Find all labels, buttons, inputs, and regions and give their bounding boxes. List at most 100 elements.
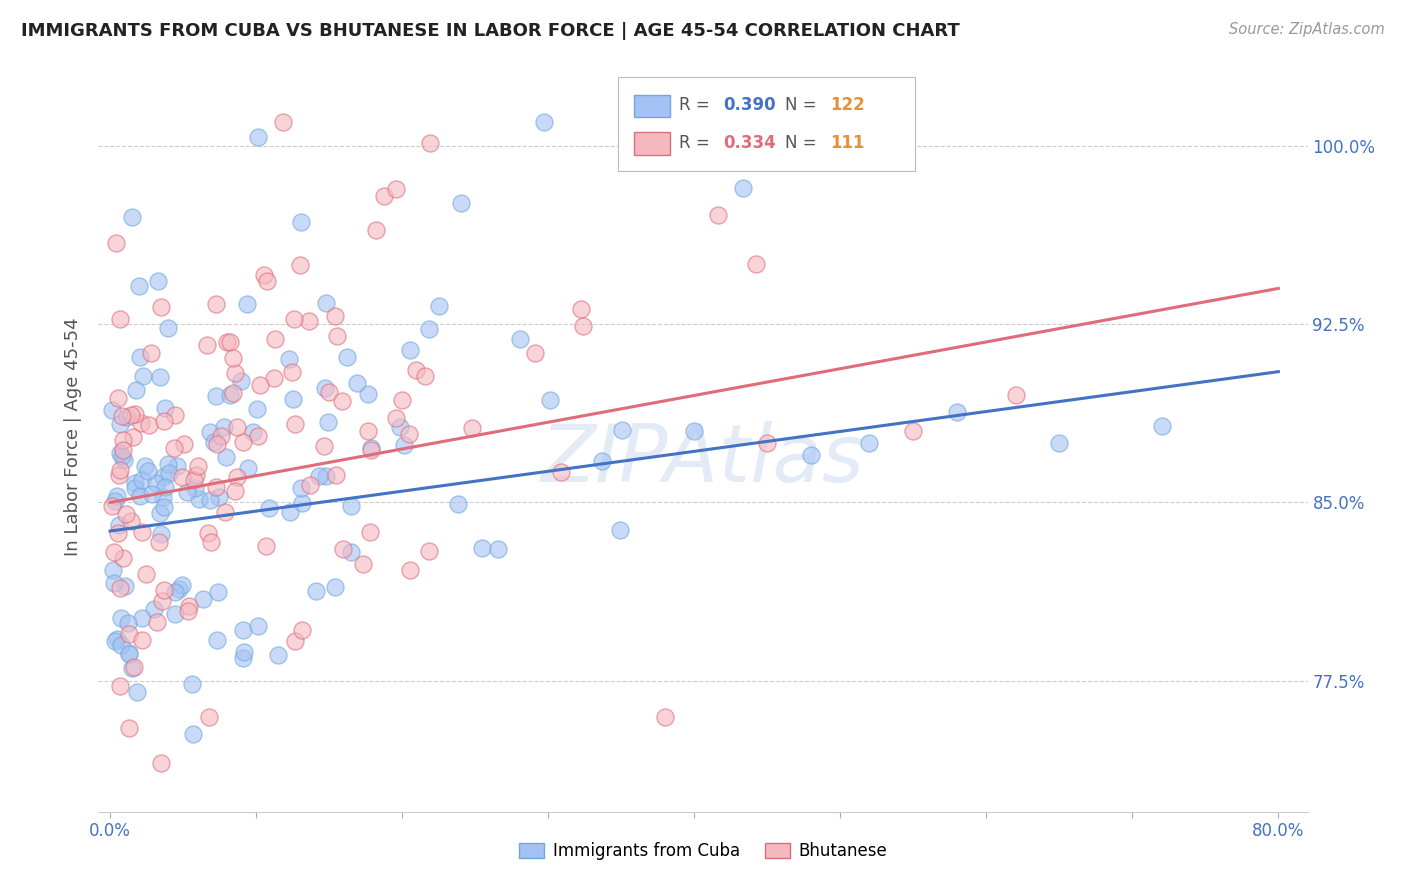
Point	[336, 350, 359, 364]
Point	[157, 466, 180, 480]
Point	[323, 580, 346, 594]
Point	[173, 436, 195, 450]
Point	[131, 474, 153, 488]
Point	[150, 756, 173, 771]
Point	[418, 322, 440, 336]
Point	[291, 496, 314, 510]
Text: IMMIGRANTS FROM CUBA VS BHUTANESE IN LABOR FORCE | AGE 45-54 CORRELATION CHART: IMMIGRANTS FROM CUBA VS BHUTANESE IN LAB…	[21, 22, 960, 40]
Point	[149, 369, 172, 384]
Point	[257, 500, 280, 515]
Point	[538, 392, 561, 407]
Point	[110, 582, 132, 596]
Point	[326, 329, 349, 343]
Point	[200, 535, 222, 549]
Point	[153, 414, 176, 428]
Point	[104, 633, 127, 648]
Point	[247, 129, 270, 144]
Point	[232, 651, 254, 665]
Point	[183, 474, 205, 488]
Point	[219, 335, 242, 350]
Point	[204, 480, 226, 494]
Point	[450, 195, 472, 210]
Point	[166, 459, 188, 474]
Point	[533, 115, 555, 129]
Point	[1150, 419, 1173, 434]
Point	[399, 563, 422, 577]
Point	[305, 583, 328, 598]
Point	[315, 296, 337, 310]
Point	[226, 470, 249, 484]
Text: Source: ZipAtlas.com: Source: ZipAtlas.com	[1229, 22, 1385, 37]
Point	[177, 604, 200, 618]
Point	[256, 274, 278, 288]
Point	[134, 458, 156, 473]
Point	[125, 383, 148, 397]
Point	[571, 302, 593, 317]
Point	[298, 314, 321, 328]
Point	[167, 582, 190, 597]
Point	[118, 721, 141, 735]
Point	[398, 426, 420, 441]
Y-axis label: In Labor Force | Age 45-54: In Labor Force | Age 45-54	[65, 318, 83, 557]
FancyBboxPatch shape	[619, 78, 915, 171]
Point	[207, 632, 229, 647]
Point	[198, 710, 221, 724]
Point	[176, 485, 198, 500]
Point	[149, 526, 172, 541]
Point	[149, 506, 172, 520]
Point	[141, 345, 163, 359]
Point	[288, 258, 311, 272]
Point	[111, 550, 134, 565]
Point	[359, 524, 381, 539]
Text: 111: 111	[830, 134, 865, 152]
Point	[221, 351, 243, 366]
Point	[385, 182, 408, 196]
Point	[225, 419, 247, 434]
Point	[103, 575, 125, 590]
Point	[217, 334, 239, 349]
Point	[232, 435, 254, 450]
Point	[141, 487, 163, 501]
Point	[111, 433, 134, 447]
Point	[745, 256, 768, 270]
Point	[254, 539, 277, 553]
Point	[108, 463, 131, 477]
Point	[188, 492, 211, 507]
Point	[419, 136, 441, 150]
Point	[122, 660, 145, 674]
Point	[197, 526, 219, 541]
Point	[205, 297, 228, 311]
Point	[184, 468, 207, 483]
Text: 0.334: 0.334	[724, 134, 776, 152]
Point	[181, 727, 204, 741]
Point	[108, 518, 131, 533]
Point	[283, 312, 305, 326]
Point	[129, 416, 152, 430]
Point	[340, 499, 363, 513]
Point	[447, 497, 470, 511]
Legend: Immigrants from Cuba, Bhutanese: Immigrants from Cuba, Bhutanese	[513, 836, 893, 867]
Point	[654, 709, 676, 723]
Point	[121, 211, 143, 225]
Point	[131, 524, 153, 539]
Point	[389, 419, 412, 434]
Point	[246, 402, 269, 417]
Point	[163, 607, 186, 621]
Point	[101, 563, 124, 577]
Point	[195, 338, 218, 352]
Point	[149, 300, 172, 314]
Point	[198, 425, 221, 440]
Point	[120, 514, 142, 528]
Point	[108, 312, 131, 326]
Point	[315, 469, 337, 483]
Point	[124, 476, 146, 491]
Point	[231, 374, 253, 388]
Point	[263, 370, 285, 384]
Point	[204, 389, 226, 403]
Point	[946, 405, 969, 419]
Point	[214, 419, 236, 434]
Point	[107, 525, 129, 540]
Point	[486, 542, 509, 557]
Point	[253, 268, 276, 282]
Point	[103, 544, 125, 558]
